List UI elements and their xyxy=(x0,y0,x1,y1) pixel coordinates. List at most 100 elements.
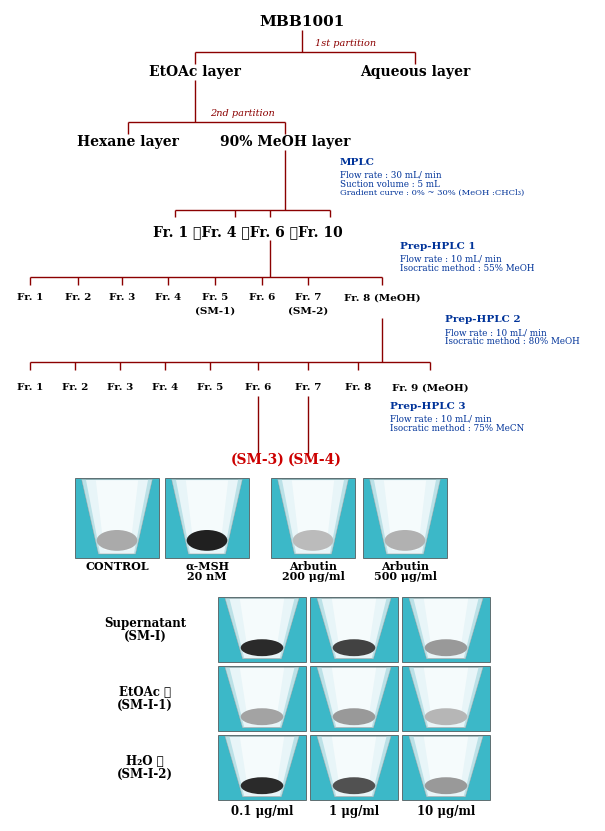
Text: Fr. 2: Fr. 2 xyxy=(65,293,91,302)
Text: 90% MeOH layer: 90% MeOH layer xyxy=(220,135,350,149)
Polygon shape xyxy=(280,667,299,728)
Polygon shape xyxy=(317,667,336,728)
Bar xyxy=(310,597,398,662)
Polygon shape xyxy=(317,598,336,659)
Text: Isocratic method : 55% MeOH: Isocratic method : 55% MeOH xyxy=(400,264,534,273)
Text: Fr. 8: Fr. 8 xyxy=(345,383,371,392)
Text: Aqueous layer: Aqueous layer xyxy=(360,65,470,79)
Text: 20 nM: 20 nM xyxy=(187,572,227,583)
Polygon shape xyxy=(280,598,299,659)
Text: Fr. 5: Fr. 5 xyxy=(197,383,223,392)
Bar xyxy=(402,597,490,662)
Polygon shape xyxy=(463,736,483,797)
Bar xyxy=(271,478,355,558)
Text: Fr. 1: Fr. 1 xyxy=(17,383,43,392)
Bar xyxy=(218,735,306,800)
Polygon shape xyxy=(384,480,426,550)
Text: Flow rate : 10 mL/ min: Flow rate : 10 mL/ min xyxy=(400,255,502,264)
Ellipse shape xyxy=(241,639,283,656)
Polygon shape xyxy=(240,668,284,725)
Text: (SM-1): (SM-1) xyxy=(195,307,235,316)
Text: Fr. 3: Fr. 3 xyxy=(107,383,133,392)
Ellipse shape xyxy=(241,777,283,794)
Bar xyxy=(363,478,447,558)
Ellipse shape xyxy=(333,639,375,656)
Polygon shape xyxy=(422,479,440,554)
Text: MPLC: MPLC xyxy=(340,158,375,167)
Bar xyxy=(402,666,490,731)
Polygon shape xyxy=(332,737,376,794)
Polygon shape xyxy=(292,480,334,550)
Polygon shape xyxy=(370,479,440,554)
Polygon shape xyxy=(225,598,244,659)
Polygon shape xyxy=(317,667,391,728)
Text: Fr. 7: Fr. 7 xyxy=(295,383,321,392)
Text: Fr. 9 (MeOH): Fr. 9 (MeOH) xyxy=(391,383,468,392)
Text: Fr. 7: Fr. 7 xyxy=(295,293,321,302)
Text: Fr. 8 (MeOH): Fr. 8 (MeOH) xyxy=(344,293,420,302)
Polygon shape xyxy=(225,667,299,728)
Text: Isocratic method : 75% MeCN: Isocratic method : 75% MeCN xyxy=(390,424,525,433)
Ellipse shape xyxy=(293,530,333,551)
Text: (SM-I-1): (SM-I-1) xyxy=(117,699,173,712)
Bar xyxy=(310,735,398,800)
Polygon shape xyxy=(409,736,428,797)
Polygon shape xyxy=(370,479,388,554)
Bar xyxy=(310,666,398,731)
Text: (SM-I-2): (SM-I-2) xyxy=(117,768,173,781)
Polygon shape xyxy=(424,668,468,725)
Bar xyxy=(165,478,249,558)
Ellipse shape xyxy=(425,639,467,656)
Polygon shape xyxy=(224,479,242,554)
Polygon shape xyxy=(172,479,190,554)
Bar xyxy=(75,478,159,558)
Polygon shape xyxy=(332,668,376,725)
Text: 0.1 μg/ml: 0.1 μg/ml xyxy=(231,805,293,819)
Text: CONTROL: CONTROL xyxy=(85,560,149,572)
Polygon shape xyxy=(409,598,483,659)
Polygon shape xyxy=(186,480,228,550)
Text: Suction volume : 5 mL: Suction volume : 5 mL xyxy=(340,180,440,189)
Polygon shape xyxy=(225,598,299,659)
Text: 10 μg/ml: 10 μg/ml xyxy=(417,805,475,819)
Text: H₂O 콜: H₂O 콜 xyxy=(126,755,164,768)
Ellipse shape xyxy=(425,777,467,794)
Ellipse shape xyxy=(97,530,137,551)
Text: (SM-I): (SM-I) xyxy=(123,630,166,643)
Text: 2nd partition: 2nd partition xyxy=(210,109,275,117)
Text: Gradient curve : 0% ~ 30% (MeOH :CHCl₃): Gradient curve : 0% ~ 30% (MeOH :CHCl₃) xyxy=(340,189,525,197)
Polygon shape xyxy=(424,599,468,656)
Polygon shape xyxy=(172,479,242,554)
Polygon shape xyxy=(424,737,468,794)
Polygon shape xyxy=(332,599,376,656)
Ellipse shape xyxy=(425,708,467,725)
Text: Fr. 6: Fr. 6 xyxy=(245,383,271,392)
Text: Hexane layer: Hexane layer xyxy=(77,135,179,149)
Polygon shape xyxy=(280,736,299,797)
Ellipse shape xyxy=(187,530,227,551)
Text: Arbutin: Arbutin xyxy=(289,560,337,572)
Ellipse shape xyxy=(333,708,375,725)
Polygon shape xyxy=(371,598,391,659)
Polygon shape xyxy=(463,667,483,728)
Text: MBB1001: MBB1001 xyxy=(260,15,345,29)
Text: α-MSH: α-MSH xyxy=(185,560,229,572)
Polygon shape xyxy=(225,667,244,728)
Text: Prep-HPLC 3: Prep-HPLC 3 xyxy=(390,402,465,411)
Polygon shape xyxy=(317,736,391,797)
Polygon shape xyxy=(317,736,336,797)
Polygon shape xyxy=(278,479,348,554)
Text: Fr. 1: Fr. 1 xyxy=(17,293,43,302)
Text: Flow rate : 10 mL/ min: Flow rate : 10 mL/ min xyxy=(390,415,492,424)
Polygon shape xyxy=(463,598,483,659)
Text: 1 μg/ml: 1 μg/ml xyxy=(329,805,379,819)
Text: EtOAc 콜: EtOAc 콜 xyxy=(119,686,171,699)
Text: Isocratic method : 80% MeOH: Isocratic method : 80% MeOH xyxy=(445,337,580,346)
Text: (SM-3): (SM-3) xyxy=(231,453,285,467)
Text: EtOAc layer: EtOAc layer xyxy=(149,65,241,79)
Text: Flow rate : 10 mL/ min: Flow rate : 10 mL/ min xyxy=(445,328,547,337)
Bar xyxy=(402,735,490,800)
Polygon shape xyxy=(278,479,296,554)
Polygon shape xyxy=(409,598,428,659)
Polygon shape xyxy=(409,667,428,728)
